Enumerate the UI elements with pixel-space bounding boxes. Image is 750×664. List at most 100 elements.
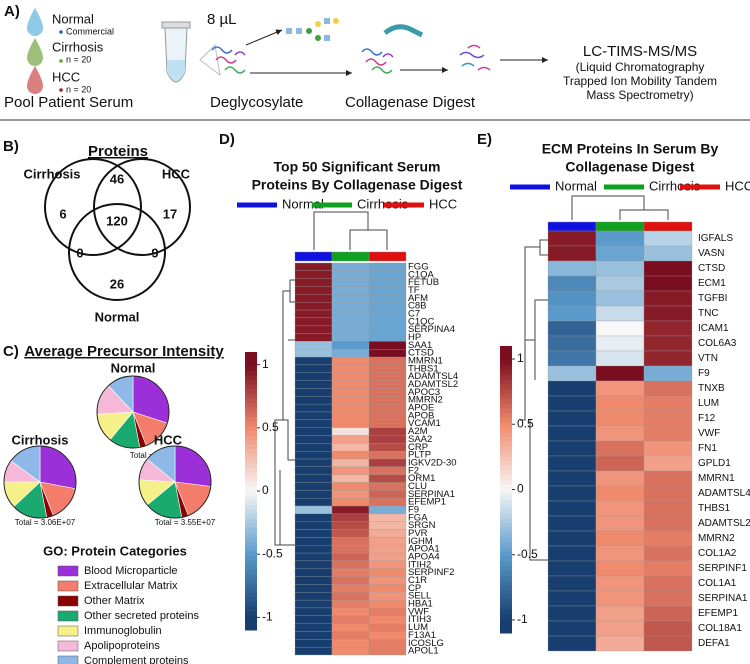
colorbar-step xyxy=(245,579,257,585)
row-label: APOA1 xyxy=(408,544,440,555)
heatmap-cell xyxy=(294,302,333,311)
colorbar-step xyxy=(500,575,512,581)
row-label: MMRN1 xyxy=(408,356,443,367)
legend-swatch xyxy=(57,595,79,607)
proteins-icon xyxy=(211,44,491,74)
heatmap-cell xyxy=(368,584,407,593)
heatmap-cell xyxy=(368,623,407,632)
instrument-desc: Mass Spectrometry) xyxy=(586,88,693,102)
colorbar-step xyxy=(500,494,512,500)
colorbar-step xyxy=(245,523,257,529)
heatmap-cell xyxy=(331,607,370,616)
heatmap-cell xyxy=(368,529,407,538)
region-count: 9 xyxy=(151,245,158,260)
heatmap-cell xyxy=(331,427,370,436)
heatmap-cell xyxy=(294,639,333,648)
pie-title: Average Precursor Intensity xyxy=(24,343,224,360)
heatmap-cell xyxy=(331,505,370,515)
region-count: 17 xyxy=(163,206,177,221)
heatmap-cell xyxy=(595,605,645,622)
column-strip xyxy=(595,221,645,232)
row-label: AFM xyxy=(408,293,428,304)
heatmap-cell xyxy=(595,350,645,367)
row-label: F12 xyxy=(698,413,716,424)
legend-label: HCC xyxy=(725,178,750,193)
heatmap-cell xyxy=(368,270,407,279)
heatmap-cell xyxy=(547,320,597,337)
decoration xyxy=(324,35,330,41)
heatmap-cell xyxy=(547,530,597,547)
column-dendrogram xyxy=(313,211,388,250)
colorbar-step xyxy=(245,625,257,631)
decoration xyxy=(215,56,237,64)
heatmap-cell xyxy=(595,275,645,292)
step-label: Pool Patient Serum xyxy=(4,94,133,111)
heatmap-cell xyxy=(547,305,597,322)
heatmap-cell xyxy=(294,325,333,334)
heatmap-cell xyxy=(331,325,370,334)
heatmap-cell xyxy=(643,545,693,562)
pie-outline xyxy=(138,445,212,519)
heatmap-cell xyxy=(294,270,333,279)
heatmap-cell xyxy=(643,230,693,247)
heatmap-cell xyxy=(547,590,597,607)
heatmap-cell xyxy=(331,458,370,467)
heatmap-cell xyxy=(294,380,333,389)
heatmap-cell xyxy=(331,513,370,522)
colorbar-step xyxy=(500,451,512,457)
colorbar-step xyxy=(500,432,512,438)
row-label: F9 xyxy=(408,504,419,515)
row-label: LUM xyxy=(408,622,428,633)
colorbar-step xyxy=(500,403,512,409)
legend-swatch xyxy=(57,610,79,622)
colorbar-step xyxy=(500,417,512,424)
heatmap-cell xyxy=(294,451,333,460)
row-label: CRP xyxy=(408,442,428,453)
colorbar-step xyxy=(245,449,257,455)
heatmap-cell xyxy=(331,443,370,452)
heatmap-cell xyxy=(595,500,645,517)
row-label: ECM1 xyxy=(698,278,726,289)
pie-total: Total = 3.06E+07 xyxy=(15,518,76,527)
pie-slice xyxy=(174,445,212,487)
heatmap-cell xyxy=(368,427,407,436)
heatmap-cell xyxy=(368,576,407,585)
heatmap-cell xyxy=(595,560,645,577)
bullet xyxy=(59,59,63,63)
row-label: COL6A3 xyxy=(698,338,737,349)
row-label: FN1 xyxy=(698,443,717,454)
heatmap-cell xyxy=(595,245,645,262)
row-label: F2 xyxy=(408,465,419,476)
heatmap-cell xyxy=(368,474,407,483)
heatmap-cell xyxy=(331,568,370,577)
colorbar-step xyxy=(245,495,257,501)
legend-swatch xyxy=(57,580,79,592)
row-label: HP xyxy=(408,332,421,343)
colorbar-step xyxy=(500,408,512,414)
heatmap-cell xyxy=(331,490,370,499)
heatmap-cell xyxy=(595,260,645,277)
heatmap-cell xyxy=(547,380,597,397)
heatmap-cell xyxy=(595,410,645,427)
colorbar-step xyxy=(500,470,512,476)
heatmap-title: Top 50 Significant Serum xyxy=(274,159,441,175)
heatmap-cell xyxy=(331,576,370,585)
heatmap-cell xyxy=(643,455,693,472)
heatmap-cell xyxy=(368,262,407,271)
colorbar-step xyxy=(245,532,257,538)
colorbar-step xyxy=(500,623,512,629)
row-label: ICAM1 xyxy=(698,323,729,334)
colorbar-step xyxy=(500,479,512,486)
heatmap-cell xyxy=(331,278,370,287)
row-label: CLU xyxy=(408,481,427,492)
heatmap-cell xyxy=(368,615,407,624)
heatmap-cell xyxy=(368,286,407,295)
column-dendrogram xyxy=(571,195,669,220)
heatmap-cell xyxy=(331,294,370,303)
heatmap-cell xyxy=(595,470,645,487)
colorbar-step xyxy=(500,613,512,620)
heatmap-cell xyxy=(368,552,407,562)
colorbar-step xyxy=(500,546,512,553)
heatmap-cell xyxy=(643,410,693,427)
heatmap-cell xyxy=(294,552,333,562)
